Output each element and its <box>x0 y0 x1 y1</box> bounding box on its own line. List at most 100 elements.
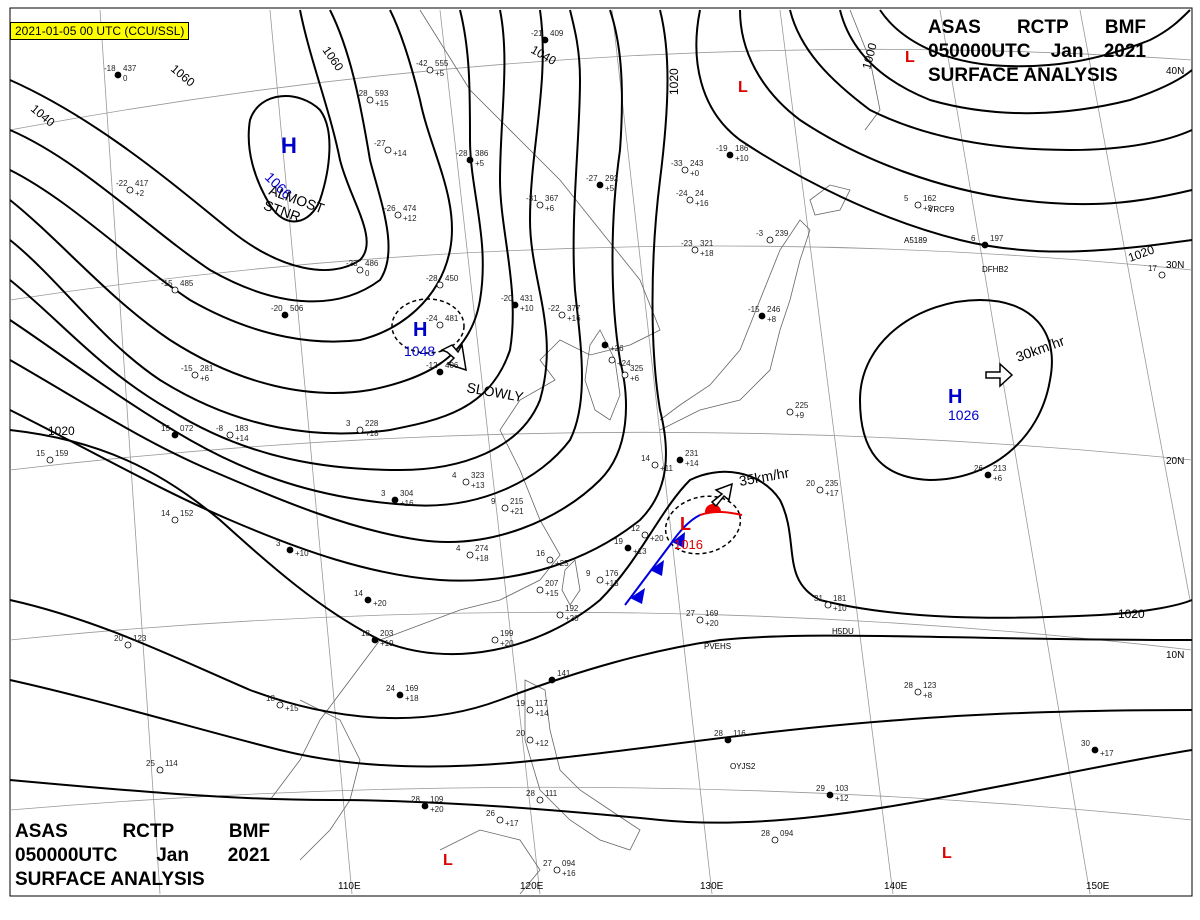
station-circle <box>501 504 509 512</box>
motion-arrow-1048 <box>440 342 467 372</box>
station-obs: -15 485 <box>161 279 194 294</box>
station-temperature: 9 <box>586 569 591 578</box>
ship-id: VRCF9 <box>928 205 955 214</box>
station-circle <box>651 461 659 469</box>
cold-front-triangle <box>672 532 685 548</box>
station-obs: -26 474+12 <box>384 204 417 223</box>
station-obs: -28 593+15 <box>356 89 389 108</box>
station-tendency: +12 <box>535 739 549 748</box>
station-obs: 325+6 <box>621 364 644 383</box>
station-tendency: +14 <box>393 149 407 158</box>
station-pressure: 162 <box>923 194 937 203</box>
station-temperature: 18 <box>361 629 370 638</box>
station-obs: 4 274+18 <box>456 544 489 563</box>
station-temperature: 28 <box>411 795 420 804</box>
station-pressure: 406 <box>445 361 459 370</box>
station-obs: 20 +12 <box>516 729 549 748</box>
station-circle <box>726 151 734 159</box>
station-circle <box>596 181 604 189</box>
station-circle <box>1158 271 1166 279</box>
station-pressure: 203 <box>380 629 394 638</box>
station-obs: +24 <box>608 356 631 368</box>
station-tendency: +16 <box>695 199 709 208</box>
station-tendency: +15 <box>375 99 389 108</box>
station-tendency: 0 <box>123 74 128 83</box>
station-obs: -20 431+10 <box>501 294 534 313</box>
title-line-3: SURFACE ANALYSIS <box>15 869 205 890</box>
station-temperature: -19 <box>716 144 728 153</box>
station-temperature: 5 <box>904 194 909 203</box>
station-circle <box>548 676 556 684</box>
station-pressure: 417 <box>135 179 149 188</box>
station-obs: 192+20 <box>556 604 579 623</box>
station-temperature: 6 <box>971 234 976 243</box>
station-tendency: +26 <box>610 344 624 353</box>
station-pressure: 123 <box>923 681 937 690</box>
station-tendency: +16 <box>562 869 576 878</box>
motion-arrow-1016 <box>710 482 733 508</box>
station-circle <box>758 312 766 320</box>
station-obs: -28 450 <box>426 274 459 289</box>
station-pressure: 213 <box>993 464 1007 473</box>
high-pressure-symbol: H <box>413 319 427 341</box>
station-pressure: 437 <box>123 64 137 73</box>
station-pressure: 367 <box>545 194 559 203</box>
station-obs: 199+20 <box>491 629 514 648</box>
station-pressure: 094 <box>562 859 576 868</box>
station-obs: 19 +13 <box>614 537 647 556</box>
isobar <box>789 9 1193 152</box>
station-temperature: 27 <box>543 859 552 868</box>
title-word: 050000UTC <box>15 845 118 866</box>
station-circle <box>171 431 179 439</box>
station-pressure: 409 <box>550 29 564 38</box>
station-obs: 15 072 <box>161 424 194 439</box>
station-tendency: +0 <box>690 169 700 178</box>
isobar <box>9 679 1193 768</box>
station-circle <box>436 281 444 289</box>
station-tendency: +20 <box>705 619 719 628</box>
station-obs: -22 417+2 <box>116 179 149 198</box>
station-circle <box>491 636 499 644</box>
isobar-label: 1020 <box>667 68 681 95</box>
station-obs: 141 <box>548 669 571 684</box>
latitude-label: 30N <box>1166 260 1184 271</box>
station-obs: 12 +20 <box>631 524 664 543</box>
title-word: BMF <box>1104 17 1146 38</box>
station-pressure: 292 <box>605 174 619 183</box>
station-obs: 28 094 <box>761 829 794 844</box>
station-circle <box>371 636 379 644</box>
cold-front-line <box>624 514 701 606</box>
station-obs: 19 117+14 <box>516 699 549 718</box>
coast-hokkaido <box>809 184 851 216</box>
station-temperature: -33 <box>671 159 683 168</box>
station-temperature: -21 <box>531 29 543 38</box>
station-circle <box>621 371 629 379</box>
station-temperature: -22 <box>548 304 560 313</box>
station-circle <box>691 246 699 254</box>
station-circle <box>391 496 399 504</box>
station-obs: 5 162+3 <box>904 194 937 213</box>
isobar <box>9 749 1193 824</box>
station-tendency: +15 <box>545 589 559 598</box>
station-circle <box>466 551 474 559</box>
station-pressure: 24 <box>695 189 704 198</box>
timestamp-badge: 2021-01-05 00 UTC (CCU/SSL) <box>10 22 190 40</box>
station-pressure: 481 <box>445 314 459 323</box>
station-obs: 28 116 <box>714 729 746 744</box>
station-circle <box>426 66 434 74</box>
station-circle <box>786 408 794 416</box>
station-circle <box>171 516 179 524</box>
station-tendency: +17 <box>825 489 839 498</box>
station-tendency: +2 <box>135 189 145 198</box>
station-circle <box>536 201 544 209</box>
station-obs: -15 281+6 <box>181 364 214 383</box>
coastlines <box>269 9 881 895</box>
station-pressure: 243 <box>690 159 704 168</box>
station-obs: 15 159 <box>36 449 69 464</box>
station-temperature: 3 <box>346 419 351 428</box>
station-circle <box>466 156 474 164</box>
longitude-label: 150E <box>1086 881 1110 892</box>
station-circle <box>191 371 199 379</box>
station-temperature: 16 <box>536 549 545 558</box>
